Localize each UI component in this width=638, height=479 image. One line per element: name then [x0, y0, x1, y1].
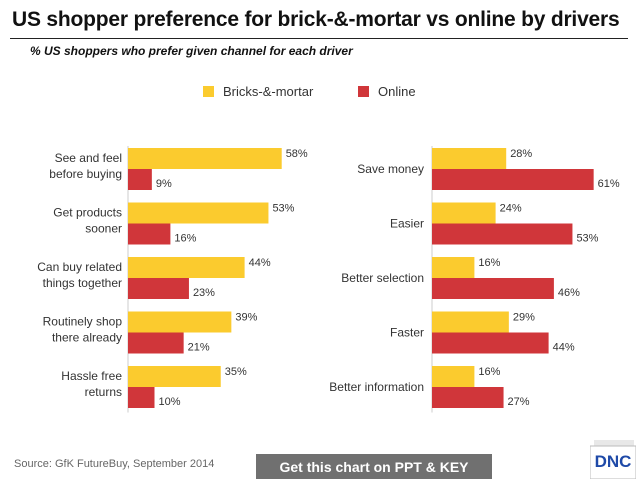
category-label: Faster	[390, 326, 424, 340]
bricks-bar	[128, 311, 232, 333]
legend-swatch-bricks	[203, 86, 214, 97]
online-bar	[432, 332, 549, 354]
bricks-bar	[128, 366, 221, 387]
bricks-bar	[128, 257, 245, 278]
bricks-value-label: 58%	[286, 148, 308, 160]
online-bar	[128, 387, 155, 408]
source-note: Source: GfK FutureBuy, September 2014	[14, 458, 215, 470]
dnc-logo: DNC	[590, 440, 636, 479]
bricks-value-label: 16%	[478, 366, 500, 378]
category-label: See and feel	[55, 151, 122, 165]
bricks-value-label: 28%	[510, 148, 532, 160]
online-value-label: 9%	[156, 178, 172, 190]
online-bar	[432, 387, 504, 408]
category-label: Can buy related	[37, 260, 122, 274]
category-label: Save money	[357, 162, 424, 176]
category-label: Better information	[329, 380, 424, 394]
bricks-value-label: 24%	[500, 203, 522, 215]
chart-subtitle: % US shoppers who prefer given channel f…	[30, 44, 353, 58]
online-value-label: 46%	[558, 287, 580, 299]
online-bar	[128, 278, 189, 299]
online-bar	[128, 332, 184, 354]
bricks-value-label: 35%	[225, 366, 247, 378]
online-bar	[432, 223, 573, 245]
bricks-value-label: 29%	[513, 312, 535, 324]
online-value-label: 53%	[576, 233, 598, 245]
online-value-label: 61%	[598, 178, 620, 190]
legend-label-online: Online	[378, 84, 416, 99]
category-label: Routinely shop	[43, 315, 123, 329]
bricks-bar	[432, 257, 475, 278]
bricks-value-label: 53%	[272, 203, 294, 215]
bricks-bar	[432, 148, 507, 169]
online-bar	[432, 278, 554, 299]
bricks-bar	[432, 311, 509, 333]
category-label: Easier	[390, 217, 424, 231]
title-divider	[10, 38, 628, 39]
online-value-label: 23%	[193, 287, 215, 299]
bricks-value-label: 16%	[478, 257, 500, 269]
category-label: there already	[52, 331, 122, 345]
legend-label-bricks: Bricks-&-mortar	[223, 84, 314, 99]
online-bar	[432, 169, 594, 190]
bricks-bar	[128, 148, 282, 169]
bricks-bar	[432, 366, 475, 387]
get-chart-button[interactable]: Get this chart on PPT & KEY	[256, 454, 492, 479]
online-value-label: 44%	[553, 342, 575, 354]
category-label: Hassle free	[61, 369, 122, 383]
online-bar	[128, 223, 171, 245]
category-label: before buying	[49, 167, 122, 181]
category-label: things together	[43, 276, 122, 290]
category-label: sooner	[85, 222, 122, 236]
online-bar	[128, 169, 152, 190]
online-value-label: 27%	[508, 396, 530, 408]
online-value-label: 21%	[188, 342, 210, 354]
category-label: returns	[85, 385, 122, 399]
category-label: Get products	[53, 206, 122, 220]
bricks-value-label: 44%	[249, 257, 271, 269]
legend-swatch-online	[358, 86, 369, 97]
category-label: Better selection	[341, 271, 424, 285]
logo-text: DNC	[595, 452, 632, 471]
online-value-label: 10%	[159, 396, 181, 408]
online-value-label: 16%	[174, 233, 196, 245]
bricks-value-label: 39%	[235, 312, 257, 324]
chart-title: US shopper preference for brick-&-mortar…	[12, 8, 620, 31]
bricks-bar	[128, 202, 269, 224]
bricks-bar	[432, 202, 496, 224]
